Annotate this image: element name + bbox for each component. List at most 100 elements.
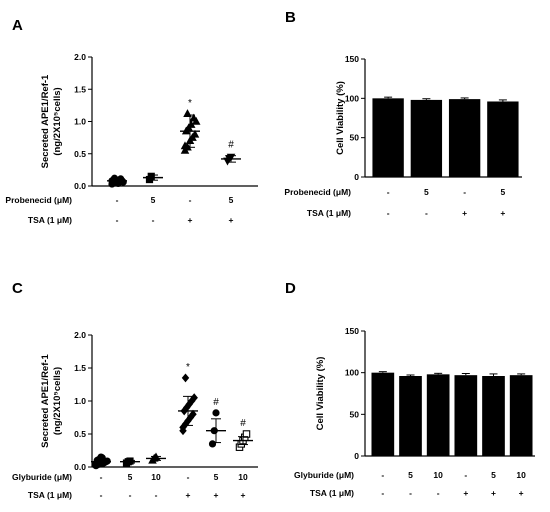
bar xyxy=(448,99,481,177)
condition-value: + xyxy=(188,215,193,225)
y-tick-label: 0 xyxy=(354,172,359,182)
bar xyxy=(372,98,404,177)
condition-value: 5 xyxy=(424,187,429,197)
condition-value: - xyxy=(437,488,440,498)
y-axis-title: (ng/2X10⁵cells) xyxy=(52,367,63,435)
condition-value: 5 xyxy=(128,472,133,482)
panel-c: C 0.0 0.5 1.0 1.5 2.0 Secreted APE1/Ref-1 (ng/… xyxy=(12,280,258,500)
bar xyxy=(482,376,505,456)
condition-value: - xyxy=(116,215,119,225)
bar xyxy=(371,372,395,456)
condition-value: - xyxy=(116,195,119,205)
condition-value: - xyxy=(155,490,158,500)
panel-a: A 0.0 0.5 1.0 1.5 2.0 Secreted APE1/Ref-1 (ng/… xyxy=(5,17,258,225)
y-tick-label: 150 xyxy=(345,54,359,64)
condition-value: - xyxy=(100,490,103,500)
condition-value: - xyxy=(152,215,155,225)
bar xyxy=(487,101,519,177)
condition-label: TSA (1 μM) xyxy=(28,490,72,500)
y-axis-title: Cell Viability (%) xyxy=(315,357,326,431)
significance-mark: # xyxy=(240,418,246,429)
condition-value: - xyxy=(387,208,390,218)
y-axis-title: Secreted APE1/Ref-1 xyxy=(40,74,51,168)
significance-mark: # xyxy=(213,397,219,408)
condition-value: 5 xyxy=(491,470,496,480)
significance-mark: * xyxy=(188,98,192,109)
condition-value: + xyxy=(463,488,468,498)
condition-value: 10 xyxy=(238,472,248,482)
y-tick-label: 0.0 xyxy=(74,181,86,191)
condition-value: 5 xyxy=(501,187,506,197)
condition-value: + xyxy=(500,208,505,218)
y-tick-label: 100 xyxy=(345,93,359,103)
condition-value: - xyxy=(187,472,190,482)
y-axis-title: Secreted APE1/Ref-1 xyxy=(40,353,51,447)
data-point xyxy=(119,178,127,186)
significance-mark: # xyxy=(228,140,234,151)
panel-letter: A xyxy=(12,17,23,34)
data-point xyxy=(189,409,197,419)
panel-letter: D xyxy=(285,280,296,297)
condition-value: + xyxy=(519,488,524,498)
y-tick-label: 1.0 xyxy=(74,396,86,406)
y-tick-label: 0.5 xyxy=(74,149,86,159)
condition-value: - xyxy=(129,490,132,500)
panel-d: D 0 50 100 150 Cell Viability (%) Glyburide (… xyxy=(285,280,535,498)
significance-mark: * xyxy=(186,362,190,373)
data-point xyxy=(190,129,200,138)
bar xyxy=(454,375,478,456)
panel-b: B 0 50 100 150 Cell Viability (%) Probenecid … xyxy=(284,9,522,218)
condition-label: Probenecid (μM) xyxy=(5,195,72,205)
data-point xyxy=(191,116,201,125)
condition-value: 5 xyxy=(151,195,156,205)
y-tick-label: 1.0 xyxy=(74,117,86,127)
condition-value: + xyxy=(241,490,246,500)
condition-value: - xyxy=(100,472,103,482)
y-axis-title: Cell Viability (%) xyxy=(335,81,346,155)
condition-value: 5 xyxy=(408,470,413,480)
condition-value: - xyxy=(409,488,412,498)
y-axis-title: (ng/2X10⁵cells) xyxy=(52,87,63,155)
condition-label: TSA (1 μM) xyxy=(310,488,354,498)
y-tick-label: 0.0 xyxy=(74,462,86,472)
condition-label: TSA (1 μM) xyxy=(28,215,72,225)
condition-value: - xyxy=(381,470,384,480)
condition-value: + xyxy=(186,490,191,500)
y-tick-label: 1.5 xyxy=(74,363,86,373)
data-point xyxy=(147,172,155,180)
bar xyxy=(399,376,422,456)
panel-letter: B xyxy=(285,9,296,26)
condition-value: + xyxy=(491,488,496,498)
data-point xyxy=(179,422,187,432)
condition-value: + xyxy=(229,215,234,225)
condition-value: - xyxy=(387,187,390,197)
data-point xyxy=(212,409,220,417)
y-tick-label: 0 xyxy=(354,451,359,461)
condition-value: 10 xyxy=(433,470,443,480)
condition-value: - xyxy=(464,470,467,480)
condition-label: Glyburide (μM) xyxy=(294,470,354,480)
data-point xyxy=(242,430,251,438)
condition-value: - xyxy=(425,208,428,218)
y-tick-label: 1.5 xyxy=(74,84,86,94)
condition-value: + xyxy=(462,208,467,218)
y-tick-label: 50 xyxy=(350,133,360,143)
bar xyxy=(426,374,450,456)
condition-value: - xyxy=(381,488,384,498)
condition-value: 5 xyxy=(214,472,219,482)
condition-label: Probenecid (μM) xyxy=(284,187,351,197)
condition-label: TSA (1 μM) xyxy=(307,208,351,218)
bar xyxy=(410,99,443,177)
panel-letter: C xyxy=(12,280,23,297)
y-tick-label: 2.0 xyxy=(74,52,86,62)
y-tick-label: 0.5 xyxy=(74,429,86,439)
condition-value: 5 xyxy=(229,195,234,205)
data-point xyxy=(181,373,190,383)
condition-value: - xyxy=(189,195,192,205)
y-tick-label: 2.0 xyxy=(74,330,86,340)
condition-value: 10 xyxy=(516,470,526,480)
y-tick-label: 100 xyxy=(345,368,359,378)
y-tick-label: 150 xyxy=(345,326,359,336)
condition-value: 10 xyxy=(151,472,161,482)
